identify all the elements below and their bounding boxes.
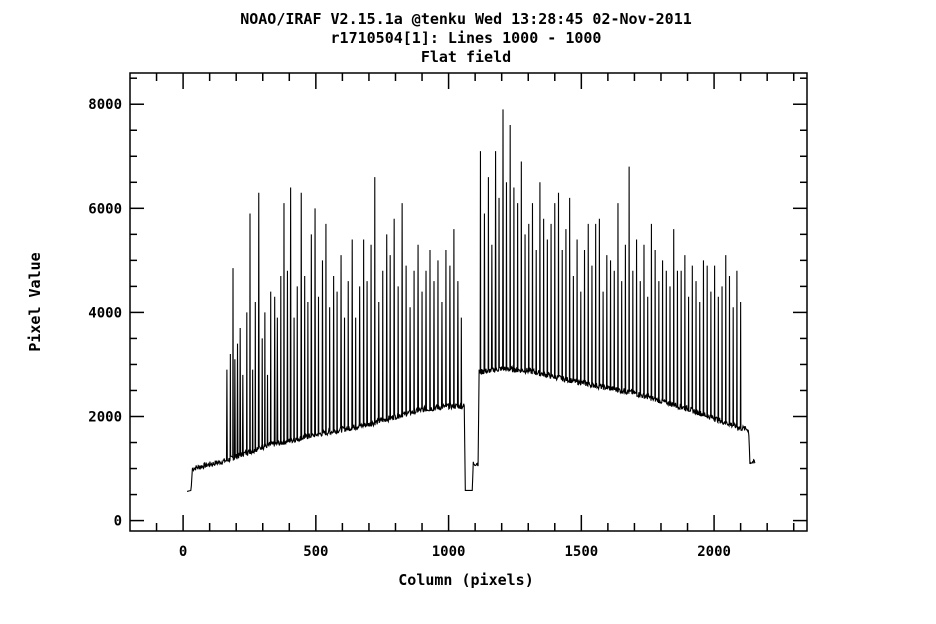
- axis-tick-labels: 0 500 1000 1500 2000 0 2000 4000 6000 8000: [88, 97, 731, 560]
- x-tick-label: 0: [179, 544, 187, 560]
- plot-title-line-3: Flat field: [421, 48, 511, 66]
- x-tick-label: 2000: [697, 544, 731, 560]
- data-layer: [186, 109, 756, 492]
- y-tick-label: 8000: [88, 97, 122, 113]
- plot-title-line-1: NOAO/IRAF V2.15.1a @tenku Wed 13:28:45 0…: [240, 10, 692, 28]
- spectrum-line: [186, 109, 756, 492]
- plot-title-line-2: r1710504[1]: Lines 1000 - 1000: [331, 29, 602, 47]
- y-tick-label: 4000: [88, 305, 122, 321]
- y-tick-label: 0: [114, 514, 122, 530]
- x-tick-label: 1000: [432, 544, 466, 560]
- y-axis-label: Pixel Value: [26, 252, 44, 351]
- y-tick-label: 2000: [88, 410, 122, 426]
- plot-frame: [129, 72, 808, 532]
- axis-ticks: [130, 73, 807, 531]
- y-tick-label: 6000: [88, 201, 122, 217]
- x-tick-label: 1500: [564, 544, 598, 560]
- x-tick-label: 500: [303, 544, 328, 560]
- x-axis-label: Column (pixels): [398, 571, 533, 589]
